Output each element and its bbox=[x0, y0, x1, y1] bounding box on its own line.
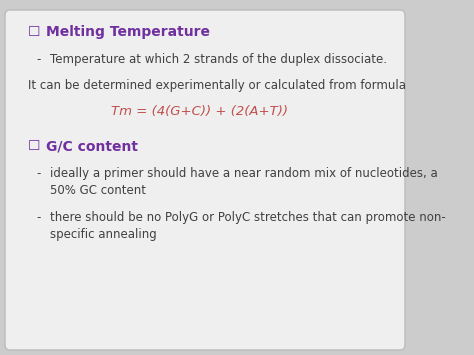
Text: -: - bbox=[36, 167, 40, 180]
Text: -: - bbox=[36, 53, 40, 66]
Text: It can be determined experimentally or calculated from formula: It can be determined experimentally or c… bbox=[28, 79, 406, 92]
Text: Temperature at which 2 strands of the duplex dissociate.: Temperature at which 2 strands of the du… bbox=[50, 53, 387, 66]
Text: Tm = (4(G+C)) + (2(A+T)): Tm = (4(G+C)) + (2(A+T)) bbox=[111, 105, 289, 118]
Text: -: - bbox=[36, 211, 40, 224]
Text: Melting Temperature: Melting Temperature bbox=[46, 25, 210, 39]
FancyBboxPatch shape bbox=[5, 10, 405, 350]
Text: ☐: ☐ bbox=[28, 25, 40, 39]
Text: there should be no PolyG or PolyC stretches that can promote non-
specific annea: there should be no PolyG or PolyC stretc… bbox=[50, 211, 446, 241]
Text: ☐: ☐ bbox=[28, 139, 40, 153]
Text: ideally a primer should have a near random mix of nucleotides, a
50% GC content: ideally a primer should have a near rand… bbox=[50, 167, 438, 197]
Text: G/C content: G/C content bbox=[46, 139, 138, 153]
